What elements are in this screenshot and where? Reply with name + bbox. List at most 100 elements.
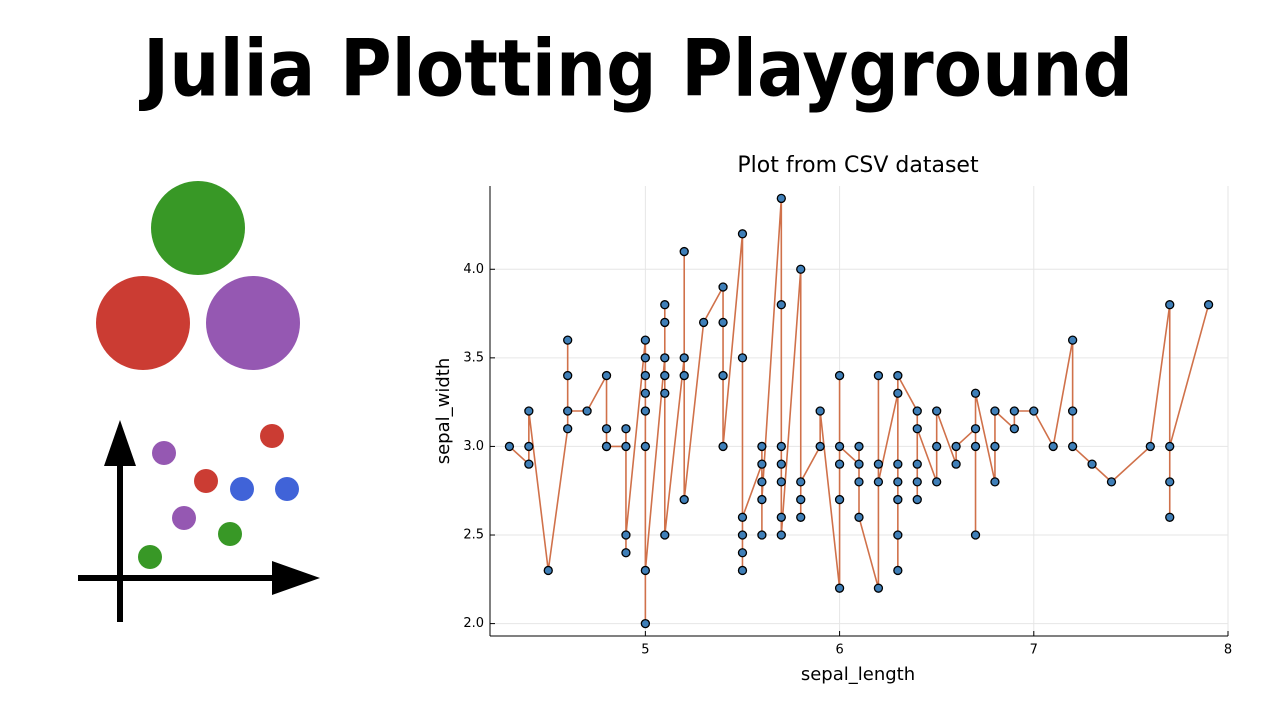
- data-point: [660, 530, 670, 540]
- data-point: [990, 477, 1000, 487]
- data-point: [757, 530, 767, 540]
- data-point: [1165, 512, 1175, 522]
- data-point: [1165, 477, 1175, 487]
- data-point: [912, 424, 922, 434]
- data-point: [1067, 441, 1078, 452]
- data-point: [1029, 406, 1039, 416]
- data-point: [970, 441, 981, 452]
- data-point: [893, 459, 903, 469]
- x-axis-label: sepal_length: [801, 664, 915, 685]
- data-point: [970, 388, 981, 398]
- data-point: [893, 370, 903, 381]
- data-point: [893, 494, 903, 505]
- data-point: [737, 548, 748, 558]
- data-point: [718, 441, 728, 452]
- data-point: [757, 441, 767, 452]
- data-point: [970, 530, 981, 540]
- data-point: [737, 530, 748, 540]
- data-point: [660, 300, 670, 310]
- data-point: [757, 494, 767, 505]
- data-point: [796, 264, 806, 274]
- chart-title: Plot from CSV dataset: [737, 153, 979, 178]
- data-point: [718, 370, 728, 381]
- data-point: [1165, 441, 1175, 452]
- data-point: [563, 370, 573, 381]
- data-point: [990, 406, 1000, 416]
- data-point: [932, 441, 942, 452]
- data-point: [601, 424, 612, 434]
- data-point: [776, 512, 786, 522]
- y-axis-label: sepal_width: [433, 358, 454, 465]
- data-point: [1203, 300, 1214, 310]
- data-point: [834, 583, 845, 593]
- data-point: [718, 317, 728, 328]
- data-point: [679, 494, 689, 505]
- data-point: [796, 494, 806, 505]
- data-point: [660, 317, 670, 328]
- data-point: [873, 477, 884, 487]
- data-point: [796, 512, 806, 522]
- data-line: [508, 198, 1210, 624]
- data-point: [796, 477, 806, 487]
- data-point: [601, 441, 612, 452]
- data-point: [893, 565, 903, 576]
- data-point: [524, 441, 534, 452]
- data-point: [815, 441, 825, 452]
- data-point: [601, 370, 612, 381]
- data-point: [582, 406, 592, 416]
- data-point: [1009, 424, 1020, 434]
- data-point: [912, 494, 922, 505]
- page-title: Julia Plotting Playground: [138, 24, 1133, 114]
- data-point: [640, 370, 651, 381]
- data-point: [1067, 406, 1078, 416]
- data-point: [640, 335, 651, 345]
- data-point: [524, 406, 534, 416]
- data-point: [679, 370, 689, 381]
- data-point: [912, 406, 922, 416]
- data-point: [912, 459, 922, 469]
- data-point: [854, 477, 864, 487]
- data-point: [776, 300, 786, 310]
- data-point: [640, 565, 651, 576]
- data-point: [815, 406, 825, 416]
- plot-area: 2.0 2.5 3.0 3.5 4.0 5 6 7 8: [463, 186, 1232, 658]
- data-point: [932, 477, 942, 487]
- data-point: [563, 424, 573, 434]
- data-point: [1087, 459, 1097, 469]
- data-point: [524, 459, 534, 469]
- x-tick-label: 8: [1224, 643, 1232, 658]
- data-point: [737, 229, 748, 239]
- data-point: [1067, 335, 1078, 345]
- data-point: [951, 441, 961, 452]
- data-point: [873, 459, 884, 469]
- data-point: [660, 370, 670, 381]
- data-point: [718, 282, 728, 292]
- data-point: [854, 441, 864, 452]
- julia-logo: [96, 181, 300, 370]
- x-tick-label: 5: [641, 643, 649, 658]
- data-point: [679, 353, 689, 363]
- data-point: [563, 335, 573, 345]
- x-tick-label: 7: [1030, 643, 1038, 658]
- data-point: [640, 618, 651, 629]
- data-point: [640, 388, 651, 398]
- data-point: [757, 459, 767, 469]
- data-point: [1048, 441, 1058, 452]
- data-point: [504, 441, 515, 452]
- data-point: [912, 477, 922, 487]
- data-point: [621, 424, 631, 434]
- data-point: [834, 494, 845, 505]
- data-point: [621, 548, 631, 558]
- data-point: [621, 530, 631, 540]
- data-point: [660, 388, 670, 398]
- data-point: [776, 441, 786, 452]
- data-point: [737, 512, 748, 522]
- data-point: [640, 441, 651, 452]
- data-point: [834, 459, 845, 469]
- data-point: [1165, 300, 1175, 310]
- data-point: [893, 388, 903, 398]
- data-point: [543, 565, 553, 576]
- data-point: [1145, 441, 1155, 452]
- y-tick-label: 3.5: [463, 350, 484, 365]
